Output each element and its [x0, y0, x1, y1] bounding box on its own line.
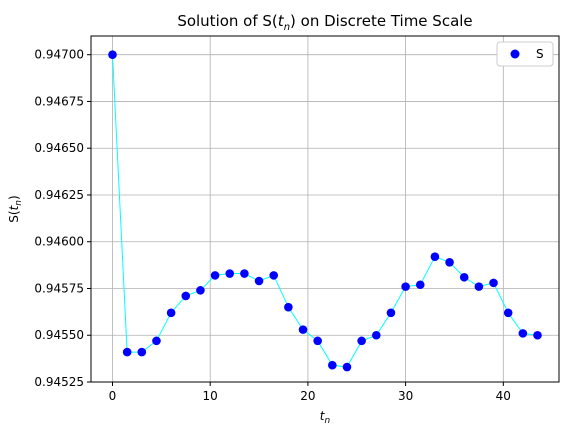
data-point — [401, 282, 410, 291]
legend-marker — [510, 49, 520, 59]
data-point — [415, 280, 425, 290]
y-axis-label: S(tn) — [7, 195, 24, 222]
y-tick-label: 0.94675 — [34, 94, 84, 108]
data-point — [459, 272, 469, 282]
data-point — [166, 308, 176, 318]
data-point — [503, 308, 513, 318]
y-tick-label: 0.94525 — [34, 375, 84, 389]
plot-frame — [90, 35, 560, 383]
data-point — [489, 278, 498, 288]
data-point — [122, 347, 132, 357]
chart-title: Solution of S(tn) on Discrete Time Scale — [177, 12, 472, 33]
data-point — [152, 336, 161, 346]
data-point — [445, 258, 454, 267]
data-point — [371, 330, 381, 340]
x-tick-label: 30 — [398, 389, 413, 403]
legend-label: S — [536, 47, 544, 61]
data-point — [533, 330, 542, 340]
data-point — [108, 50, 117, 60]
data-point — [430, 252, 440, 261]
x-tick-label: 0 — [109, 389, 117, 403]
data-point — [269, 271, 279, 280]
data-point — [254, 276, 264, 286]
ticks: 0 10 20 30 40 0.94525 0.94550 0.94575 0.94600 0.9… — [34, 48, 511, 403]
y-tick-label: 0.94625 — [34, 188, 84, 202]
data-point — [474, 282, 484, 291]
data-point — [196, 286, 205, 295]
data-point — [284, 302, 293, 312]
data-point — [328, 360, 337, 370]
y-tick-label: 0.94575 — [34, 281, 84, 295]
x-tick-label: 40 — [496, 389, 511, 403]
series-layer — [108, 50, 542, 372]
y-tick-label: 0.94650 — [34, 141, 84, 155]
x-tick-label: 10 — [203, 389, 218, 403]
data-point — [210, 271, 220, 280]
y-tick-label: 0.94550 — [34, 328, 84, 342]
x-tick-label: 20 — [300, 389, 315, 403]
data-point — [342, 362, 352, 372]
data-point — [137, 347, 147, 357]
data-point — [225, 269, 235, 278]
x-axis-label: tn — [320, 409, 331, 426]
legend-box — [496, 41, 554, 67]
data-point — [313, 336, 322, 346]
y-tick-label: 0.94600 — [34, 235, 84, 249]
data-point — [518, 329, 528, 338]
data-point — [181, 291, 191, 301]
data-point — [357, 336, 366, 346]
data-point — [298, 325, 308, 334]
data-point — [386, 308, 396, 318]
y-tick-label: 0.94700 — [34, 48, 84, 62]
legend: S — [496, 41, 554, 67]
data-point — [240, 269, 249, 278]
